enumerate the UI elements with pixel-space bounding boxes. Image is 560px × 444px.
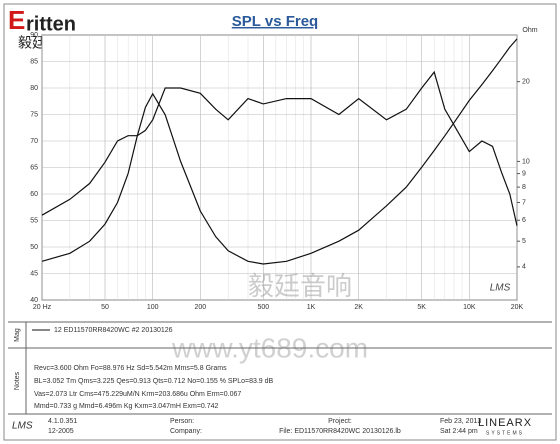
- series-line: [41, 70, 518, 226]
- series-line: [41, 38, 518, 265]
- legend-text: 12 ED11570RR8420WC #2 20130126: [54, 327, 173, 334]
- x-tick-label: 10K: [463, 304, 476, 311]
- y-tick-label: 50: [30, 244, 38, 251]
- file: File: ED11570RR8420WC 20130126.lb: [279, 428, 401, 435]
- y-tick-label: 70: [30, 138, 38, 145]
- y2-tick-label: 7: [522, 199, 526, 206]
- y-tick-label: 80: [30, 85, 38, 92]
- y-tick-label: 45: [30, 270, 38, 277]
- x-tick-label: 50: [101, 304, 109, 311]
- brand-initial: E: [8, 5, 25, 35]
- lms-mark: LMS: [490, 283, 511, 294]
- y2-tick-label: 8: [522, 184, 526, 191]
- y2-tick-label: 4: [522, 264, 526, 271]
- x-tick-label: 20 Hz: [33, 304, 52, 311]
- x-tick-label: 100: [147, 304, 159, 311]
- x-tick-label: 500: [257, 304, 269, 311]
- brand-linearx: LINEARX: [478, 417, 532, 429]
- x-tick-label: 2K: [354, 304, 363, 311]
- row-label: Notes: [14, 371, 21, 390]
- y-tick-label: 85: [30, 58, 38, 65]
- time: Sat 2:44 pm: [440, 428, 478, 435]
- person: Person:: [170, 418, 194, 425]
- y2-tick-label: 10: [522, 158, 530, 165]
- y-tick-label: 40: [30, 297, 38, 304]
- row-label: Mag: [14, 328, 21, 342]
- project: Project:: [328, 418, 352, 425]
- y2-tick-label: 9: [522, 170, 526, 177]
- note: Revc=3.600 Ohm Fo=88.976 Hz Sd=5.542m Mm…: [34, 365, 227, 372]
- y-tick-label: 75: [30, 111, 38, 118]
- brand: ritten: [26, 13, 76, 35]
- version: 4.1.0.351: [48, 418, 77, 425]
- date: Feb 23, 2013: [440, 418, 481, 425]
- company: Company:: [170, 428, 202, 435]
- y-tick-label: 55: [30, 217, 38, 224]
- note: BL=3.052 Tm Qms=3.225 Qes=0.913 Qts=0.71…: [34, 378, 274, 385]
- brand-sub: SYSTEMS: [486, 430, 524, 436]
- x-tick-label: 5K: [417, 304, 426, 311]
- y-tick-label: 65: [30, 164, 38, 171]
- y-tick-label: 90: [30, 32, 38, 39]
- y-tick-label: 60: [30, 191, 38, 198]
- y2-tick-label: 20: [522, 79, 530, 86]
- date-code: 12-2005: [48, 428, 74, 435]
- x-tick-label: 200: [194, 304, 206, 311]
- note: Vas=2.073 Ltr Cms=475.229uM/N Krm=203.68…: [34, 391, 241, 398]
- y2-tick-label: 6: [522, 217, 526, 224]
- y2-label: Ohm: [522, 27, 537, 34]
- watermark: 毅廷音响: [248, 271, 352, 301]
- note: Mmd=0.733 g Mmd=6.496m Kg Kxm=3.047mH Ex…: [34, 403, 219, 410]
- y2-tick-label: 5: [522, 238, 526, 245]
- x-tick-label: 20K: [511, 304, 524, 311]
- chart-title: SPL vs Freq: [232, 13, 318, 30]
- x-tick-label: 1K: [307, 304, 316, 311]
- logo: LMS: [12, 421, 33, 432]
